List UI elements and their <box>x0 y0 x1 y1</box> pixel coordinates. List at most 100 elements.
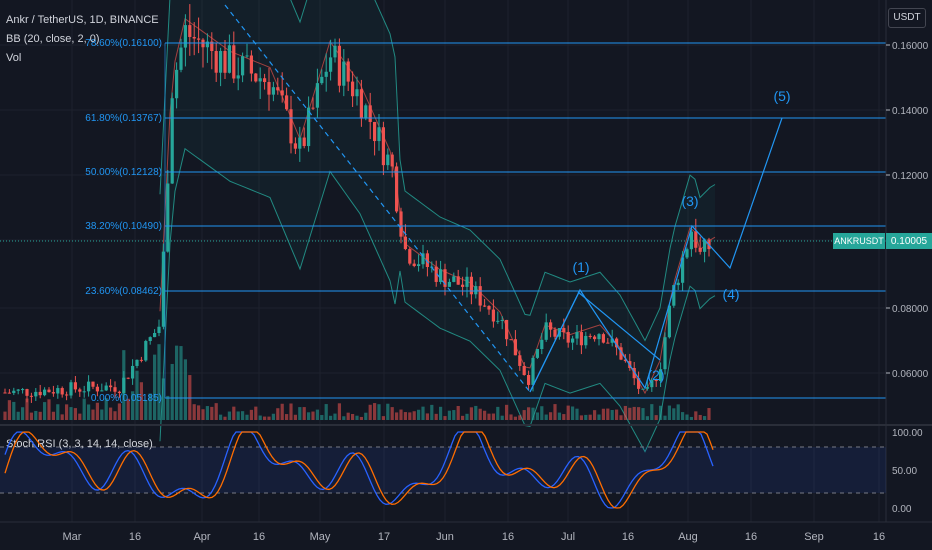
volume-bar <box>69 407 73 420</box>
candle-body <box>16 389 20 391</box>
volume-bar <box>518 415 522 420</box>
candle-body <box>513 339 517 356</box>
volume-bar <box>522 410 526 420</box>
candle-body <box>135 359 139 366</box>
volume-bar <box>645 416 649 420</box>
candle-body <box>249 55 253 74</box>
candle-body <box>456 276 460 285</box>
price-axis-label: 0.06000 <box>892 369 929 380</box>
volume-bar <box>346 412 350 420</box>
candle-body <box>443 269 447 287</box>
volume-bar <box>540 406 544 420</box>
volume-bar <box>236 411 240 420</box>
volume-bar <box>302 407 306 420</box>
candle-body <box>355 89 359 97</box>
stoch-rsi-title: Stoch RSI (3, 3, 14, 14, close) <box>6 438 153 450</box>
time-axis-label: Aug <box>678 531 698 543</box>
price-tag-symbol: ANKRUSDT <box>834 236 884 246</box>
fib-level-label: 61.80%(0.13767) <box>85 113 162 124</box>
volume-bar <box>566 405 570 420</box>
candle-body <box>544 322 548 340</box>
volume-bar <box>131 391 135 420</box>
volume-bar <box>395 412 399 420</box>
volume-bar <box>329 415 333 420</box>
candle-body <box>505 319 509 340</box>
volume-bar <box>47 399 51 420</box>
volume-bar <box>91 409 95 420</box>
candle-body <box>311 107 315 109</box>
volume-bar <box>324 404 328 420</box>
wave-label: (1) <box>572 259 589 275</box>
candle-body <box>192 36 196 39</box>
volume-bar <box>628 407 632 420</box>
candle-body <box>126 377 130 379</box>
candle-body <box>623 359 627 362</box>
candle-body <box>364 105 368 119</box>
candle-body <box>144 341 148 361</box>
volume-bar <box>597 414 601 420</box>
candle-body <box>117 391 121 393</box>
bollinger-legend[interactable]: BB (20, close, 2, 0) <box>6 33 100 45</box>
volume-bar <box>109 407 113 420</box>
volume-bar <box>197 405 201 420</box>
candle-body <box>65 394 69 396</box>
candle-body <box>342 61 346 86</box>
elliott-wave-path <box>529 117 783 393</box>
volume-bar <box>443 416 447 420</box>
volume-bar <box>487 413 491 420</box>
candle-body <box>7 392 11 394</box>
stoch-rsi-k-line <box>4 431 714 509</box>
candle-body <box>390 154 394 167</box>
fib-level-label: 23.60%(0.08462) <box>85 286 162 297</box>
volume-bar <box>223 416 227 420</box>
fib-level-label: 78.60%(0.16100) <box>85 38 162 49</box>
volume-bar <box>351 413 355 420</box>
volume-bar <box>698 414 702 420</box>
volume-bar <box>421 406 425 420</box>
volume-bar <box>439 406 443 420</box>
candle-body <box>610 338 614 343</box>
candle-body <box>223 50 227 73</box>
time-axis-label: 16 <box>873 531 885 543</box>
volume-bar <box>386 403 390 420</box>
candle-body <box>676 282 680 286</box>
candle-body <box>496 320 500 322</box>
volume-bar <box>403 412 407 420</box>
time-axis-label: Sep <box>804 531 824 543</box>
candle-body <box>553 329 557 337</box>
volume-legend[interactable]: Vol <box>6 52 22 64</box>
candle-body <box>549 322 553 330</box>
candle-body <box>399 211 403 237</box>
volume-bar <box>381 416 385 420</box>
candle-body <box>100 390 104 392</box>
volume-bar <box>293 414 297 420</box>
volume-bar <box>139 382 143 420</box>
candle-body <box>373 121 377 142</box>
candle-body <box>439 269 443 282</box>
candle-body <box>527 375 531 385</box>
candles <box>3 4 711 420</box>
volume-bar <box>166 395 170 420</box>
time-axis-label: Mar <box>63 531 82 543</box>
volume-bar <box>232 406 236 420</box>
symbol-title[interactable]: Ankr / TetherUS, 1D, BINANCE <box>6 14 159 26</box>
time-axis-label: 16 <box>502 531 514 543</box>
price-tag-value-bg <box>886 233 932 249</box>
candle-body <box>685 249 689 258</box>
candle-body <box>320 76 324 84</box>
volume-bar <box>249 409 253 420</box>
candle-body <box>113 387 117 392</box>
volume-bar <box>117 403 121 420</box>
candle-body <box>487 306 491 310</box>
currency-button[interactable]: USDT <box>888 8 926 28</box>
volume-bar <box>610 409 614 420</box>
volume-bar <box>285 414 289 420</box>
volume-bar <box>593 410 597 420</box>
volume-bar <box>179 346 183 420</box>
volume-bar <box>408 412 412 420</box>
volume-bar <box>474 405 478 420</box>
candle-body <box>368 105 372 122</box>
candle-body <box>276 87 280 91</box>
volume-bar <box>241 411 245 420</box>
